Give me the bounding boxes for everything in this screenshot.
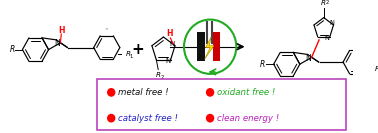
Text: H: H bbox=[166, 29, 173, 38]
Text: N: N bbox=[170, 41, 175, 47]
Text: H: H bbox=[59, 26, 65, 35]
Text: R: R bbox=[321, 0, 326, 6]
Text: R: R bbox=[156, 72, 161, 78]
Text: N: N bbox=[329, 20, 334, 26]
Text: R: R bbox=[9, 45, 15, 54]
Text: R: R bbox=[375, 66, 378, 72]
Text: metal free !: metal free ! bbox=[118, 88, 169, 97]
Text: catalyst free !: catalyst free ! bbox=[118, 114, 178, 123]
FancyBboxPatch shape bbox=[97, 79, 346, 130]
Text: R: R bbox=[125, 51, 130, 57]
Circle shape bbox=[206, 114, 214, 122]
Circle shape bbox=[107, 114, 115, 122]
Text: oxidant free !: oxidant free ! bbox=[217, 88, 276, 97]
Text: clean energy !: clean energy ! bbox=[217, 114, 279, 123]
Text: 2: 2 bbox=[160, 75, 164, 80]
Text: 2: 2 bbox=[326, 0, 329, 5]
Text: R: R bbox=[260, 60, 265, 69]
Circle shape bbox=[206, 88, 214, 97]
Text: N: N bbox=[54, 39, 60, 48]
Polygon shape bbox=[204, 37, 214, 59]
Text: 1: 1 bbox=[130, 54, 133, 59]
Text: N: N bbox=[306, 54, 311, 63]
Circle shape bbox=[107, 88, 115, 97]
Bar bbox=[213, 32, 220, 61]
Text: +: + bbox=[132, 42, 145, 57]
Text: N: N bbox=[325, 35, 329, 41]
Text: N: N bbox=[165, 58, 170, 64]
Bar bbox=[197, 32, 204, 61]
